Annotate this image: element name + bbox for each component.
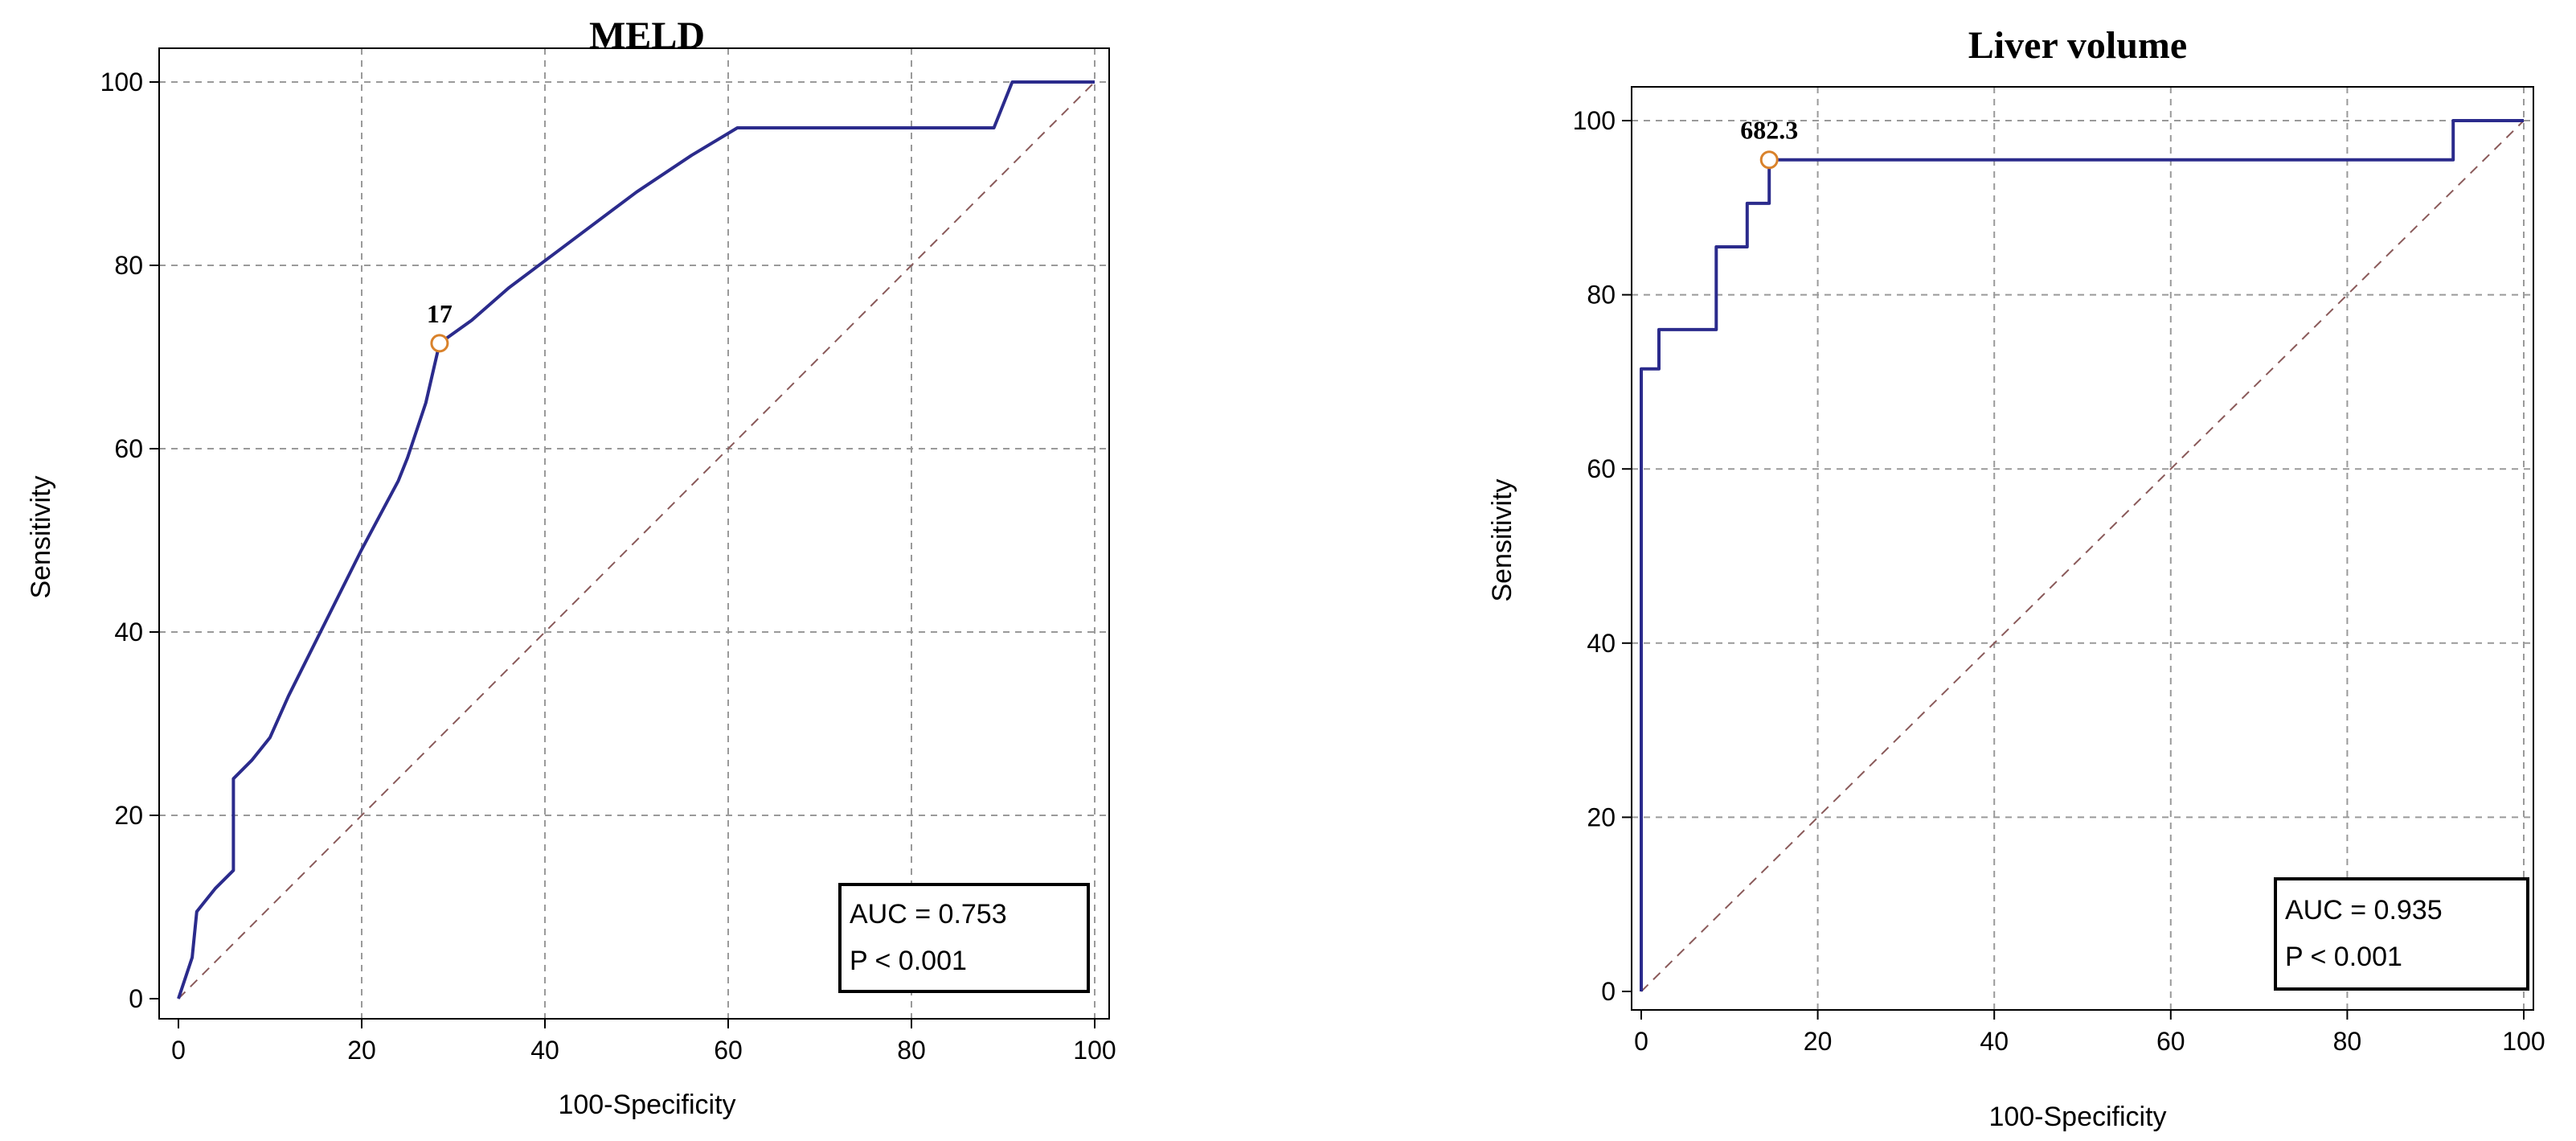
- cutoff-point-label: 17: [427, 299, 453, 328]
- roc-curve: [177, 80, 1095, 999]
- x-tick-label: 60: [2156, 1027, 2185, 1056]
- x-tick-label: 80: [897, 1036, 926, 1065]
- stats-box: AUC = 0.935 P < 0.001: [2274, 877, 2529, 991]
- x-tick-label: 100: [2502, 1027, 2545, 1056]
- x-tick-label: 40: [1980, 1027, 2009, 1056]
- y-tick-label: 80: [114, 251, 143, 280]
- p-value-text: P < 0.001: [2285, 942, 2402, 972]
- stats-box-frame: [2274, 877, 2529, 991]
- grid-lines: [159, 48, 1109, 1019]
- cutoff-point-label: 682.3: [1740, 116, 1798, 145]
- diagonal-reference-line: [178, 81, 1096, 999]
- roc-curve: [1640, 119, 2524, 991]
- y-tick-label: 100: [1573, 106, 1616, 135]
- x-axis-label: 100-Specificity: [558, 1090, 735, 1120]
- p-value-text: P < 0.001: [850, 946, 967, 976]
- y-tick-label: 100: [100, 68, 143, 96]
- auc-text: AUC = 0.935: [2285, 895, 2443, 926]
- x-tick-label: 100: [1073, 1036, 1116, 1065]
- x-tick-label: 20: [347, 1036, 376, 1065]
- cutoff-point-marker: [1759, 150, 1779, 170]
- stats-box-frame: [838, 883, 1090, 993]
- x-tick-label: 20: [1804, 1027, 1833, 1056]
- axis-ticks: 0 20 40 60 80 100 0 20 40 60 80 100: [100, 68, 1116, 1065]
- x-axis-label: 100-Specificity: [1988, 1102, 2166, 1132]
- y-tick-label: 20: [114, 801, 143, 830]
- auc-text: AUC = 0.753: [850, 899, 1007, 930]
- diagonal-reference-line: [1640, 120, 2525, 992]
- x-tick-label: 80: [2333, 1027, 2362, 1056]
- y-tick-label: 40: [1587, 629, 1616, 658]
- y-tick-label: 60: [1587, 454, 1616, 483]
- meld-roc-chart: MELD 100-Specificity Sensitivity 0 20 40 60…: [26, 14, 1116, 1120]
- chart-title: Liver volume: [1968, 24, 2187, 67]
- liver-volume-roc-chart: Liver volume 100-Specificity Sensitivity…: [1487, 24, 2545, 1132]
- grid-lines: [1632, 87, 2533, 1010]
- stats-box: AUC = 0.753 P < 0.001: [838, 883, 1090, 993]
- y-tick-label: 60: [114, 434, 143, 463]
- plot-frame: [158, 47, 1110, 1020]
- y-tick-label: 40: [114, 618, 143, 646]
- y-axis-label: Sensitivity: [1487, 478, 1517, 601]
- cutoff-point-marker: [430, 334, 449, 353]
- x-tick-label: 0: [171, 1036, 186, 1065]
- y-tick-label: 0: [1601, 977, 1616, 1006]
- x-tick-label: 60: [714, 1036, 743, 1065]
- x-tick-label: 0: [1634, 1027, 1648, 1056]
- chart-title: MELD: [589, 14, 705, 57]
- y-tick-label: 80: [1587, 281, 1616, 310]
- x-tick-label: 40: [530, 1036, 559, 1065]
- y-tick-label: 20: [1587, 802, 1616, 831]
- plot-frame: [1631, 86, 2534, 1011]
- y-axis-label: Sensitivity: [26, 475, 56, 598]
- y-tick-label: 0: [129, 984, 143, 1013]
- axis-ticks: 0 20 40 60 80 100 0 20 40 60 80 100: [1573, 106, 2545, 1056]
